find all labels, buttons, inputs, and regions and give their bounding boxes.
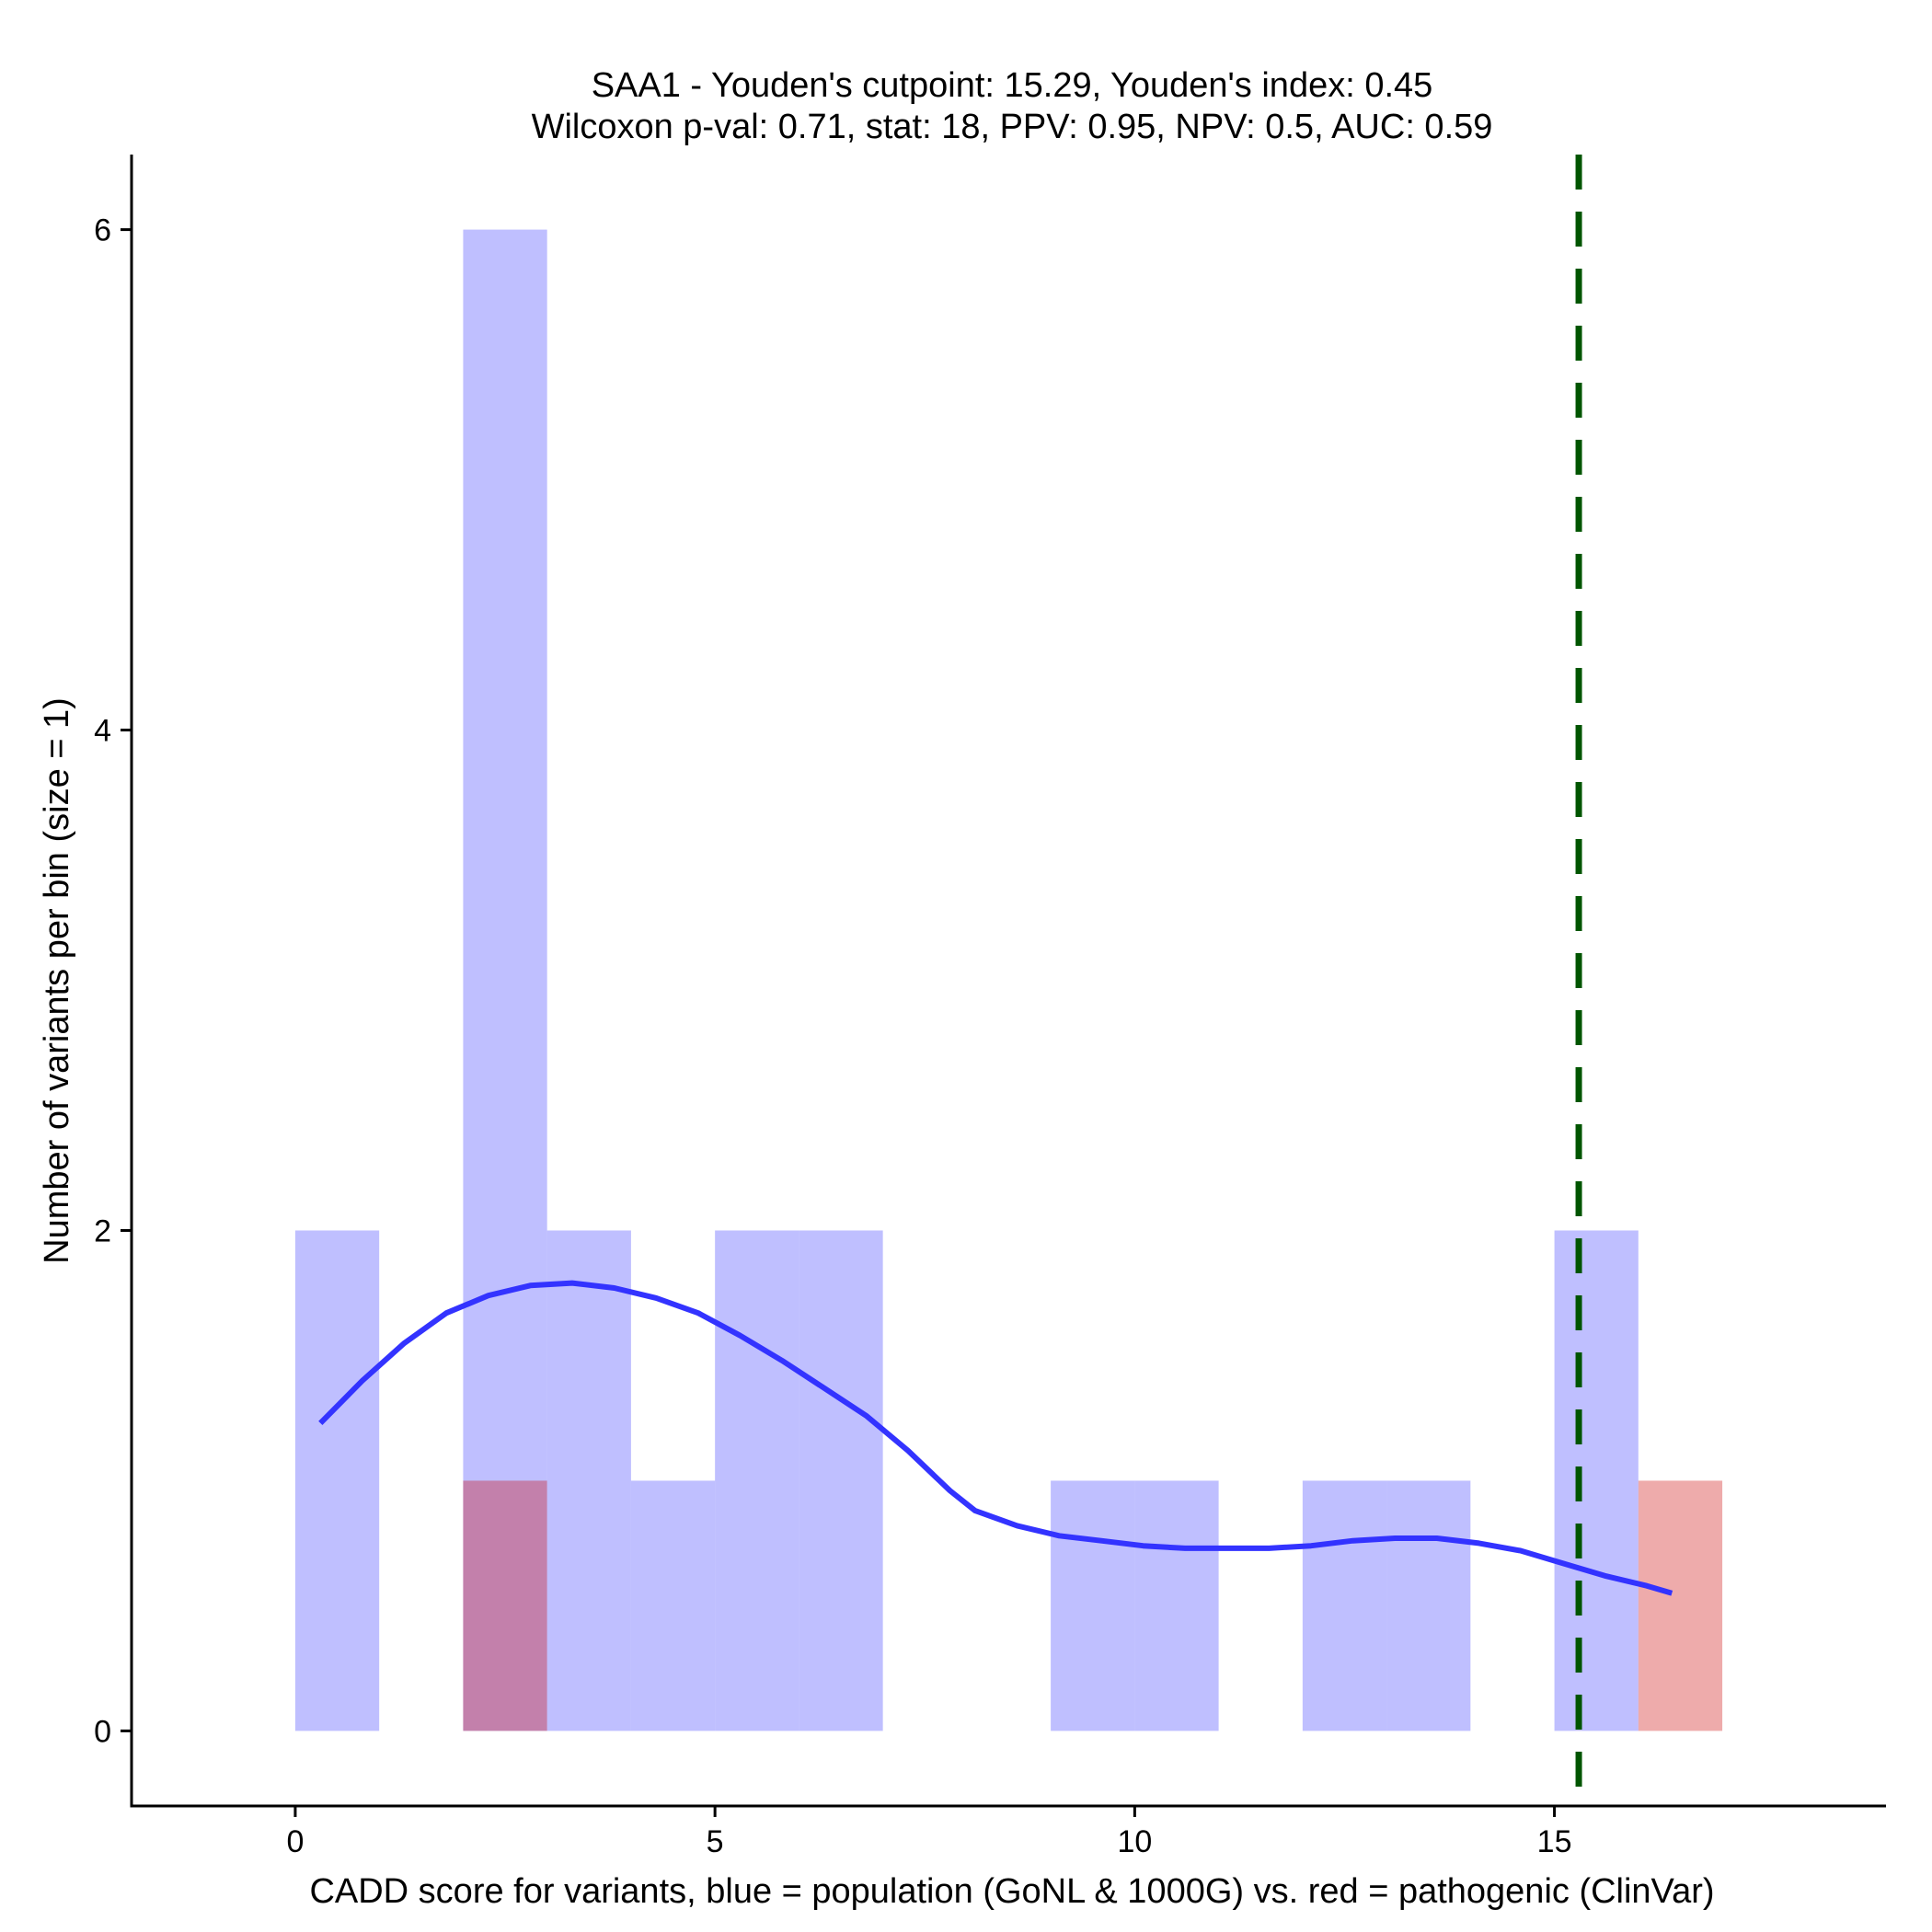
population-bar xyxy=(463,229,547,1731)
density-curve-layer xyxy=(318,1280,1673,1596)
population-bar xyxy=(799,1230,883,1731)
pathogenic-bar xyxy=(1638,1480,1723,1731)
population-bar xyxy=(1302,1480,1387,1731)
axes: 0 5 10 15 0 2 4 6 xyxy=(94,155,1886,1859)
chart-title: SAA1 - Youden's cutpoint: 15.29, Youden'… xyxy=(532,66,1493,146)
x-tick-label: 10 xyxy=(1117,1824,1152,1859)
x-tick-label: 15 xyxy=(1537,1824,1572,1859)
population-bar xyxy=(715,1230,799,1731)
x-tick-label: 5 xyxy=(707,1824,724,1859)
population-bar xyxy=(1051,1480,1135,1731)
x-axis-title: CADD score for variants, blue = populati… xyxy=(309,1872,1714,1911)
title-line-2: Wilcoxon p-val: 0.71, stat: 18, PPV: 0.9… xyxy=(532,108,1493,146)
histogram-bars xyxy=(294,229,1723,1731)
y-tick-label: 4 xyxy=(94,714,111,749)
y-tick-label: 2 xyxy=(94,1213,111,1248)
population-bar xyxy=(546,1230,631,1731)
pathogenic-bar xyxy=(463,1480,547,1731)
title-line-1: SAA1 - Youden's cutpoint: 15.29, Youden'… xyxy=(592,66,1433,105)
population-bar xyxy=(294,1230,380,1731)
population-bar xyxy=(1134,1480,1219,1731)
population-bar xyxy=(630,1480,716,1731)
population-bar xyxy=(1386,1480,1471,1731)
y-tick-label: 6 xyxy=(94,213,111,248)
x-tick-label: 0 xyxy=(286,1824,304,1859)
y-tick-label: 0 xyxy=(94,1714,111,1749)
density-curve xyxy=(318,1280,1673,1596)
y-axis-title: Number of variants per bin (size = 1) xyxy=(38,697,76,1264)
population-bar xyxy=(1554,1230,1639,1731)
